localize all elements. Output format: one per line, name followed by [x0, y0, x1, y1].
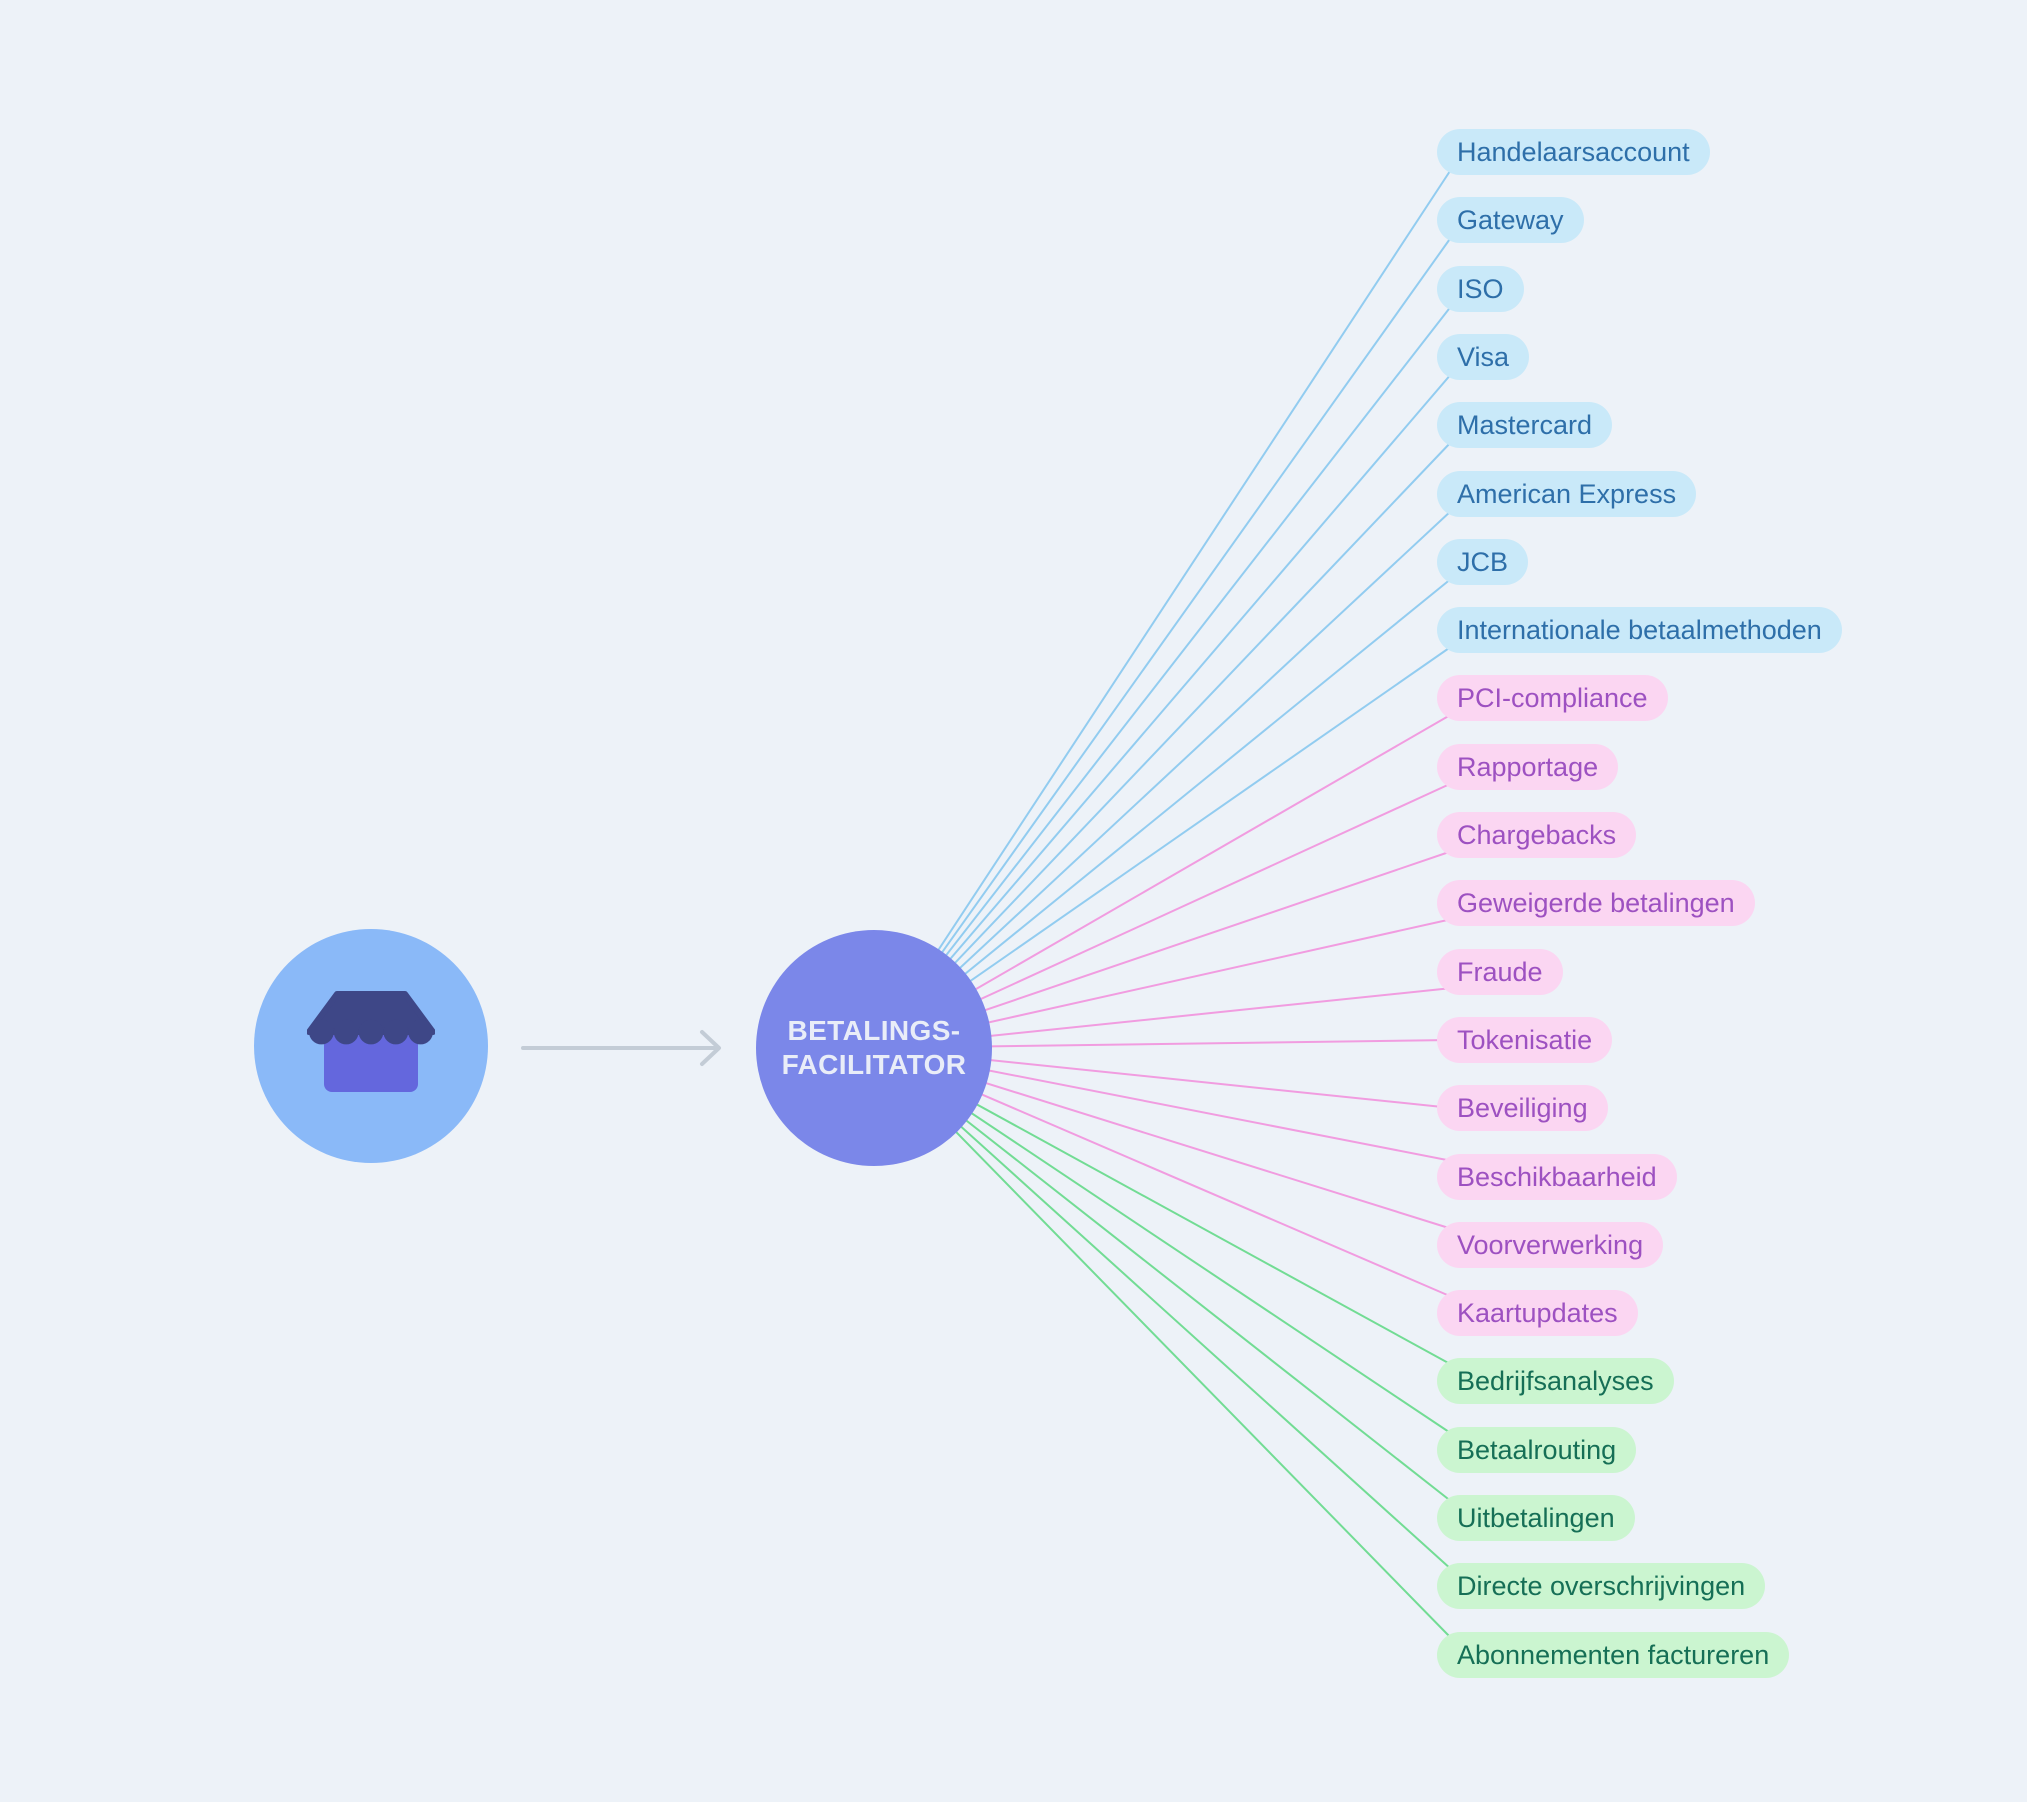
topic-pill: Geweigerde betalingen — [1437, 880, 1755, 926]
topic-pill: Abonnementen factureren — [1437, 1632, 1790, 1678]
payment-facilitator-title: BETALINGS- FACILITATOR — [782, 1014, 967, 1082]
topic-pill: Betaalrouting — [1437, 1427, 1637, 1473]
topic-pill: American Express — [1437, 471, 1697, 517]
topic-pill: Rapportage — [1437, 744, 1619, 790]
topic-pill: PCI-compliance — [1437, 675, 1668, 721]
topic-pill: Mastercard — [1437, 402, 1613, 448]
topic-pill: Handelaarsaccount — [1437, 129, 1710, 175]
topic-pill: Kaartupdates — [1437, 1290, 1638, 1336]
connector-lines-group — [873, 167, 1453, 1640]
topic-pill: Fraude — [1437, 949, 1563, 995]
storefront-icon — [307, 991, 435, 1092]
topic-pill: ISO — [1437, 266, 1524, 312]
connector-line — [873, 1047, 1453, 1640]
topic-pill: Visa — [1437, 334, 1530, 380]
connector-line — [873, 1047, 1453, 1571]
connector-line — [873, 577, 1453, 1049]
topic-pill: JCB — [1437, 539, 1529, 585]
topic-pill: Voorverwerking — [1437, 1222, 1664, 1268]
topic-pill: Beveiliging — [1437, 1085, 1608, 1131]
merchant-node — [254, 929, 488, 1163]
topic-pill: Chargebacks — [1437, 812, 1637, 858]
connector-line — [873, 235, 1453, 1049]
connector-line — [873, 167, 1453, 1049]
connector-line — [873, 440, 1453, 1049]
topic-pill: Tokenisatie — [1437, 1017, 1613, 1063]
title-line-2: FACILITATOR — [781, 1049, 967, 1080]
connector-line — [873, 372, 1453, 1049]
topic-pill: Directe overschrijvingen — [1437, 1563, 1766, 1609]
connector-line — [873, 1047, 1453, 1503]
arrow-icon — [521, 1030, 721, 1066]
payment-facilitator-node: BETALINGS- FACILITATOR — [756, 930, 992, 1166]
topic-pill: Internationale betaalmethoden — [1437, 607, 1842, 653]
connector-line — [873, 509, 1453, 1049]
topic-pill: Beschikbaarheid — [1437, 1154, 1677, 1200]
topic-pill: Gateway — [1437, 197, 1584, 243]
topic-pill: Bedrijfsanalyses — [1437, 1358, 1674, 1404]
connector-line — [873, 304, 1453, 1049]
title-line-1: BETALINGS- — [787, 1015, 961, 1046]
topic-pill: Uitbetalingen — [1437, 1495, 1635, 1541]
